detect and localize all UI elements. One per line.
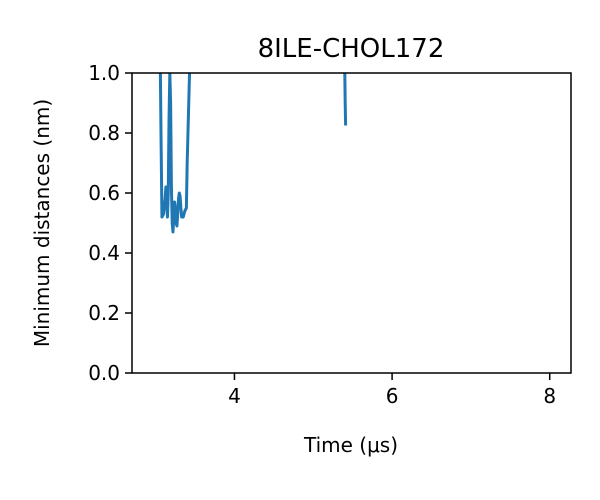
y-tick-label: 0.2: [88, 301, 120, 325]
series-line-segment: [343, 73, 348, 126]
chart-title: 8ILE-CHOL172: [258, 34, 445, 64]
axes-frame: [131, 72, 572, 374]
axes: 4 6 8 0.0 0.2 0.4 0.6 0.8 1.0: [88, 61, 572, 408]
x-axis-label: Time (μs): [303, 433, 398, 457]
plot-area: [158, 73, 348, 234]
x-tick-label: 6: [386, 384, 399, 408]
y-tick-label: 0.4: [88, 241, 120, 265]
y-tick-label: 0.0: [88, 361, 120, 385]
x-tick-label: 4: [228, 384, 241, 408]
x-tick-label: 8: [543, 384, 556, 408]
y-axis-label: Minimum distances (nm): [30, 99, 54, 347]
y-tick-label: 0.6: [88, 181, 120, 205]
y-tick-label: 1.0: [88, 61, 120, 85]
y-tick-label: 0.8: [88, 121, 120, 145]
series-line-segment: [158, 73, 192, 234]
